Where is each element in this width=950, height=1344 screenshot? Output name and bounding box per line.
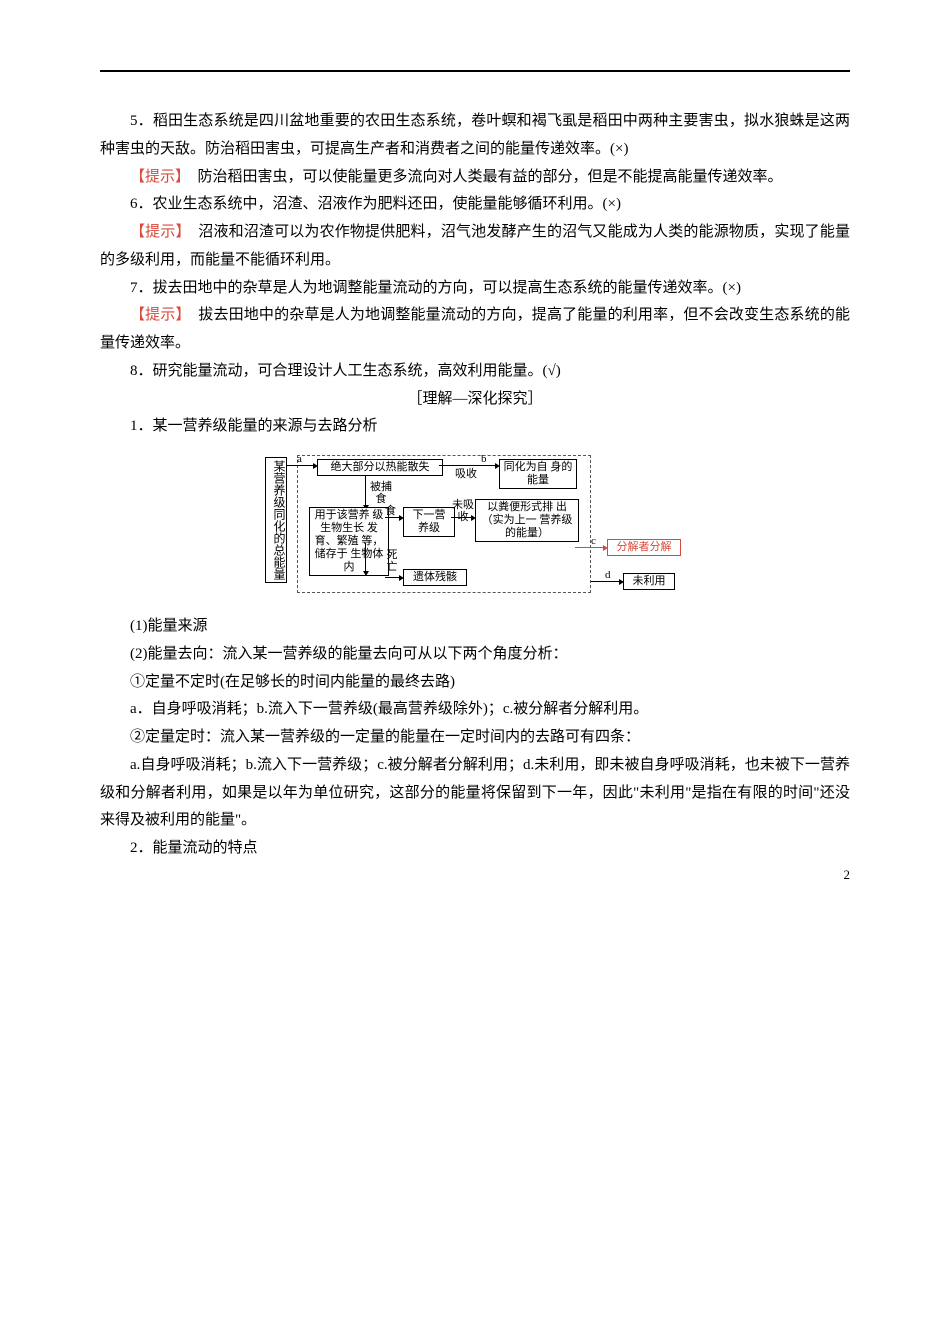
arrow-to-remains xyxy=(385,577,399,578)
box-feces: 以粪便形式排 出（实为上一 营养级的能量） xyxy=(475,499,579,542)
hint-label: 【提示】 xyxy=(130,169,183,185)
box-heat-loss: 绝大部分以热能散失 xyxy=(317,459,443,476)
box-next-level: 下一营 养级 xyxy=(403,507,455,537)
label-absorb: 吸收 xyxy=(455,468,477,480)
arrow-d xyxy=(591,581,619,582)
label-c: c xyxy=(591,535,596,547)
p-4: a.自身呼吸消耗；b.流入下一营养级；c.被分解者分解利用；d.未利用，即未被自… xyxy=(100,752,850,835)
document-page: 5．稻田生态系统是四川盆地重要的农田生态系统，卷叶螟和褐飞虱是稻田中两种主要害虫… xyxy=(0,0,950,903)
arrow-to-next xyxy=(385,517,399,518)
question-5: 5．稻田生态系统是四川盆地重要的农田生态系统，卷叶螟和褐飞虱是稻田中两种主要害虫… xyxy=(100,108,850,164)
arrow-death xyxy=(365,543,366,571)
box-used-for-growth: 用于该营养 级生物生长 发育、繁殖 等，储存于 生物体内 xyxy=(309,507,389,576)
page-number: 2 xyxy=(844,867,851,883)
label-a: a xyxy=(297,453,302,465)
label-d: d xyxy=(605,569,611,581)
item-1-title: 1．某一营养级能量的来源与去路分析 xyxy=(100,413,850,441)
section-title: ［理解—深化探究］ xyxy=(100,386,850,414)
arrow-a xyxy=(287,465,313,466)
question-7: 7．拔去田地中的杂草是人为地调整能量流动的方向，可以提高生态系统的能量传递效率。… xyxy=(100,275,850,303)
box-decomposer: 分解者分解 xyxy=(607,539,681,556)
sub-1-2: (2)能量去向：流入某一营养级的能量去向可从以下两个角度分析： xyxy=(100,641,850,669)
arrow-b xyxy=(439,465,495,466)
p-1: ①定量不定时(在足够长的时间内能量的最终去路) xyxy=(100,669,850,697)
arrow-down-1 xyxy=(365,475,366,505)
hint-label: 【提示】 xyxy=(130,224,183,240)
header-rule xyxy=(100,70,850,72)
box-assimilate: 同化为自 身的能量 xyxy=(499,459,577,489)
diagram-canvas: 某营养级同化的总能量 a 绝大部分以热能散失 b 吸收 同化为自 身的能量 被捕… xyxy=(265,451,685,601)
hint-text: 拔去田地中的杂草是人为地调整能量流动的方向，提高了能量的利用率，但不会改变生态系… xyxy=(100,307,850,351)
question-6: 6．农业生态系统中，沼渣、沼液作为肥料还田，使能量能够循环利用。(×) xyxy=(100,191,850,219)
hint-text: 沼液和沼渣可以为农作物提供肥料，沼气池发酵产生的沼气又能成为人类的能源物质，实现… xyxy=(100,224,850,268)
box-unused: 未利用 xyxy=(623,573,675,590)
label-b: b xyxy=(481,453,487,465)
item-2-title: 2．能量流动的特点 xyxy=(100,835,850,863)
hint-5: 【提示】 防治稻田害虫，可以使能量更多流向对人类最有益的部分，但是不能提高能量传… xyxy=(100,164,850,192)
question-8: 8．研究能量流动，可合理设计人工生态系统，高效利用能量。(√) xyxy=(100,358,850,386)
diagram-vertical-label: 某营养级同化的总能量 xyxy=(265,457,287,583)
label-not-absorb: 未吸收 xyxy=(451,499,475,523)
p-3: ②定量定时：流入某一营养级的一定量的能量在一定时间内的去路可有四条： xyxy=(100,724,850,752)
hint-text: 防治稻田害虫，可以使能量更多流向对人类最有益的部分，但是不能提高能量传递效率。 xyxy=(183,169,783,185)
arrow-c-red xyxy=(575,547,603,548)
sub-1-1: (1)能量来源 xyxy=(100,613,850,641)
p-2: a．自身呼吸消耗；b.流入下一营养级(最高营养级除外)；c.被分解者分解利用。 xyxy=(100,696,850,724)
hint-6: 【提示】 沼液和沼渣可以为农作物提供肥料，沼气池发酵产生的沼气又能成为人类的能源… xyxy=(100,219,850,275)
label-death: 死亡 xyxy=(385,549,399,573)
label-eat: 食 xyxy=(385,505,396,517)
hint-7: 【提示】 拔去田地中的杂草是人为地调整能量流动的方向，提高了能量的利用率，但不会… xyxy=(100,302,850,358)
hint-label: 【提示】 xyxy=(130,307,183,323)
label-caught: 被捕食 xyxy=(369,481,393,505)
box-remains: 遗体残骸 xyxy=(403,569,467,586)
energy-flow-diagram: 某营养级同化的总能量 a 绝大部分以热能散失 b 吸收 同化为自 身的能量 被捕… xyxy=(100,451,850,601)
